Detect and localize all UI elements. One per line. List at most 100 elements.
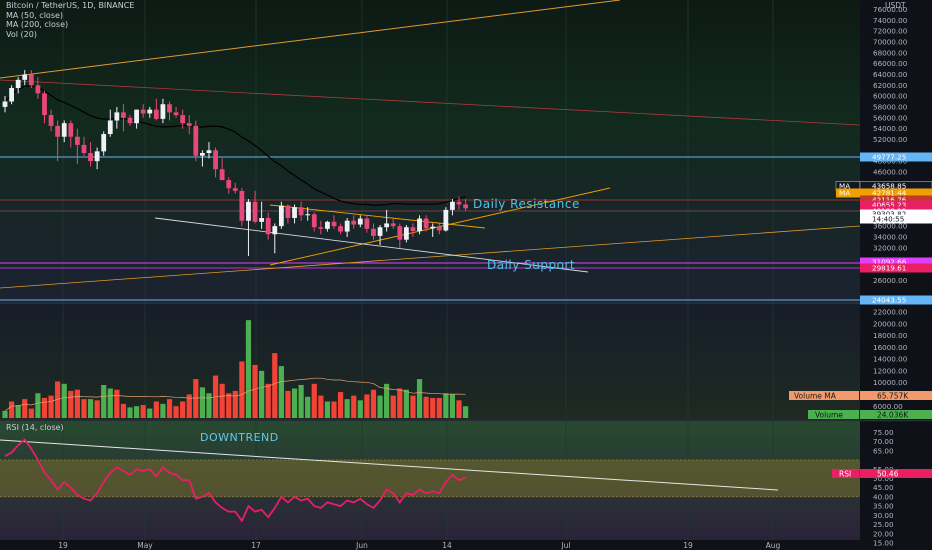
volume-bar [423, 396, 429, 418]
volume-bar [74, 389, 80, 418]
axis-tick-label: 72000.00 [873, 27, 908, 36]
volume-bar [55, 381, 61, 418]
volume-legend[interactable]: Vol (20) [6, 29, 37, 39]
candle-body [219, 169, 225, 181]
volume-bar [403, 389, 409, 418]
volume-bars[interactable] [2, 320, 469, 418]
axis-tick-label: 70.00 [873, 437, 894, 446]
volume-ma-tag-value: 65.757K [877, 392, 909, 401]
channel-line-upper[interactable] [269, 187, 611, 266]
time-tick-label: 19 [683, 541, 693, 550]
price-tag-bg [860, 209, 932, 219]
volume-bar [101, 384, 107, 418]
volume-ma-tag-value-bg [860, 391, 932, 400]
downtrend-label[interactable]: DOWNTREND [200, 431, 279, 444]
volume-bar [147, 408, 153, 418]
candle-body [193, 125, 199, 156]
rsi-downtrend-line[interactable] [0, 439, 779, 491]
axis-tick-label: 46000.00 [873, 168, 908, 177]
rsi-tag-label-bg [832, 469, 859, 478]
volume-bar [186, 394, 192, 418]
candle-body [232, 188, 238, 191]
time-axis-bg[interactable] [0, 540, 932, 550]
candle-body [140, 109, 146, 114]
candle-body [390, 223, 396, 227]
axis-tick-label: 14000.00 [873, 355, 908, 364]
candle-body [94, 151, 100, 162]
ma200-line[interactable] [4, 85, 466, 207]
axis-tick-label: 25.00 [873, 520, 894, 529]
rsi-band [0, 459, 860, 497]
downtrend-line-white[interactable] [154, 217, 589, 273]
volume-bar [278, 366, 284, 418]
candle-body [344, 220, 350, 232]
volume-bar [81, 399, 87, 418]
candle-body [436, 226, 442, 231]
ma50-legend[interactable]: MA (50, close) [6, 10, 64, 20]
rsi-tag-label: RSI [839, 470, 851, 479]
volume-bar [324, 401, 331, 418]
ma200-legend[interactable]: MA (200, close) [6, 20, 69, 29]
volume-bar [384, 383, 390, 418]
axis-tick-label: 12000.00 [873, 366, 908, 375]
volume-bar [259, 370, 265, 418]
daily-resistance-label[interactable]: Daily Resistance [473, 197, 580, 211]
axis-tick-label: 58000.00 [873, 103, 908, 112]
volume-bar [134, 406, 140, 418]
channel-line-lower[interactable] [269, 204, 486, 229]
volume-bar [305, 396, 311, 418]
candle-body [305, 214, 311, 216]
price-tag-text: MA [839, 189, 850, 198]
candle-body [81, 144, 87, 153]
volume-tag-value-bg [860, 410, 932, 419]
volume-bar [193, 379, 199, 418]
candle-body [88, 153, 93, 162]
axis-tick-label: 75.00 [873, 428, 894, 437]
volume-bar [456, 400, 462, 418]
symbol-title[interactable]: Bitcoin / TetherUS, 1D, BINANCE [6, 1, 135, 10]
rising-support-line[interactable] [0, 225, 861, 289]
time-tick-label: 19 [58, 541, 68, 550]
candles[interactable] [2, 70, 468, 256]
volume-bar [463, 406, 469, 418]
candle-body [410, 227, 416, 232]
axis-tick-label: 10000.00 [873, 378, 908, 387]
rsi-line[interactable] [4, 438, 466, 523]
candle-body [318, 227, 324, 229]
candle-body [311, 214, 317, 228]
time-axis-labels[interactable]: 19 May 17 Jun 14 Jul 19 Aug [58, 541, 780, 550]
vertical-grid [62, 0, 774, 540]
rsi-axis-labels[interactable]: 75.0070.0065.0055.0050.0045.0040.0035.00… [873, 428, 894, 548]
candle-body [160, 104, 166, 119]
price-tag-bg [860, 214, 932, 224]
candle-body [285, 205, 291, 219]
daily-support-label[interactable]: Daily Support [487, 258, 576, 272]
axis-tick-label: 36000.00 [873, 222, 908, 231]
volume-bar [397, 388, 403, 418]
drawings[interactable] [0, 0, 861, 301]
descending-resistance-line[interactable] [0, 79, 861, 126]
candle-body [377, 227, 383, 236]
axis-tick-label: 40.00 [873, 492, 894, 501]
volume-bar [232, 390, 238, 418]
candle-body [107, 120, 113, 135]
candle-body [9, 87, 14, 102]
upper-trend-line[interactable] [0, 0, 621, 79]
price-tag-text: 24043.55 [872, 296, 906, 305]
rsi-tag-value: 50.46 [877, 470, 899, 479]
candle-body [114, 112, 120, 121]
candle-body [364, 218, 370, 229]
volume-ma-line[interactable] [4, 377, 466, 412]
candle-body [239, 190, 245, 221]
volume-bar [245, 320, 252, 418]
volume-bar [351, 395, 357, 418]
volume-bar [272, 353, 278, 418]
axis-tick-label: 66000.00 [873, 59, 908, 68]
price-tag-text: 29819.61 [872, 264, 906, 273]
rsi-legend[interactable]: RSI (14, close) [6, 423, 64, 432]
axis-tick-label: 65.00 [873, 446, 894, 455]
volume-bar [22, 399, 28, 418]
volume-pane-bg [0, 304, 860, 420]
rsi-tag-value-bg [860, 469, 932, 478]
